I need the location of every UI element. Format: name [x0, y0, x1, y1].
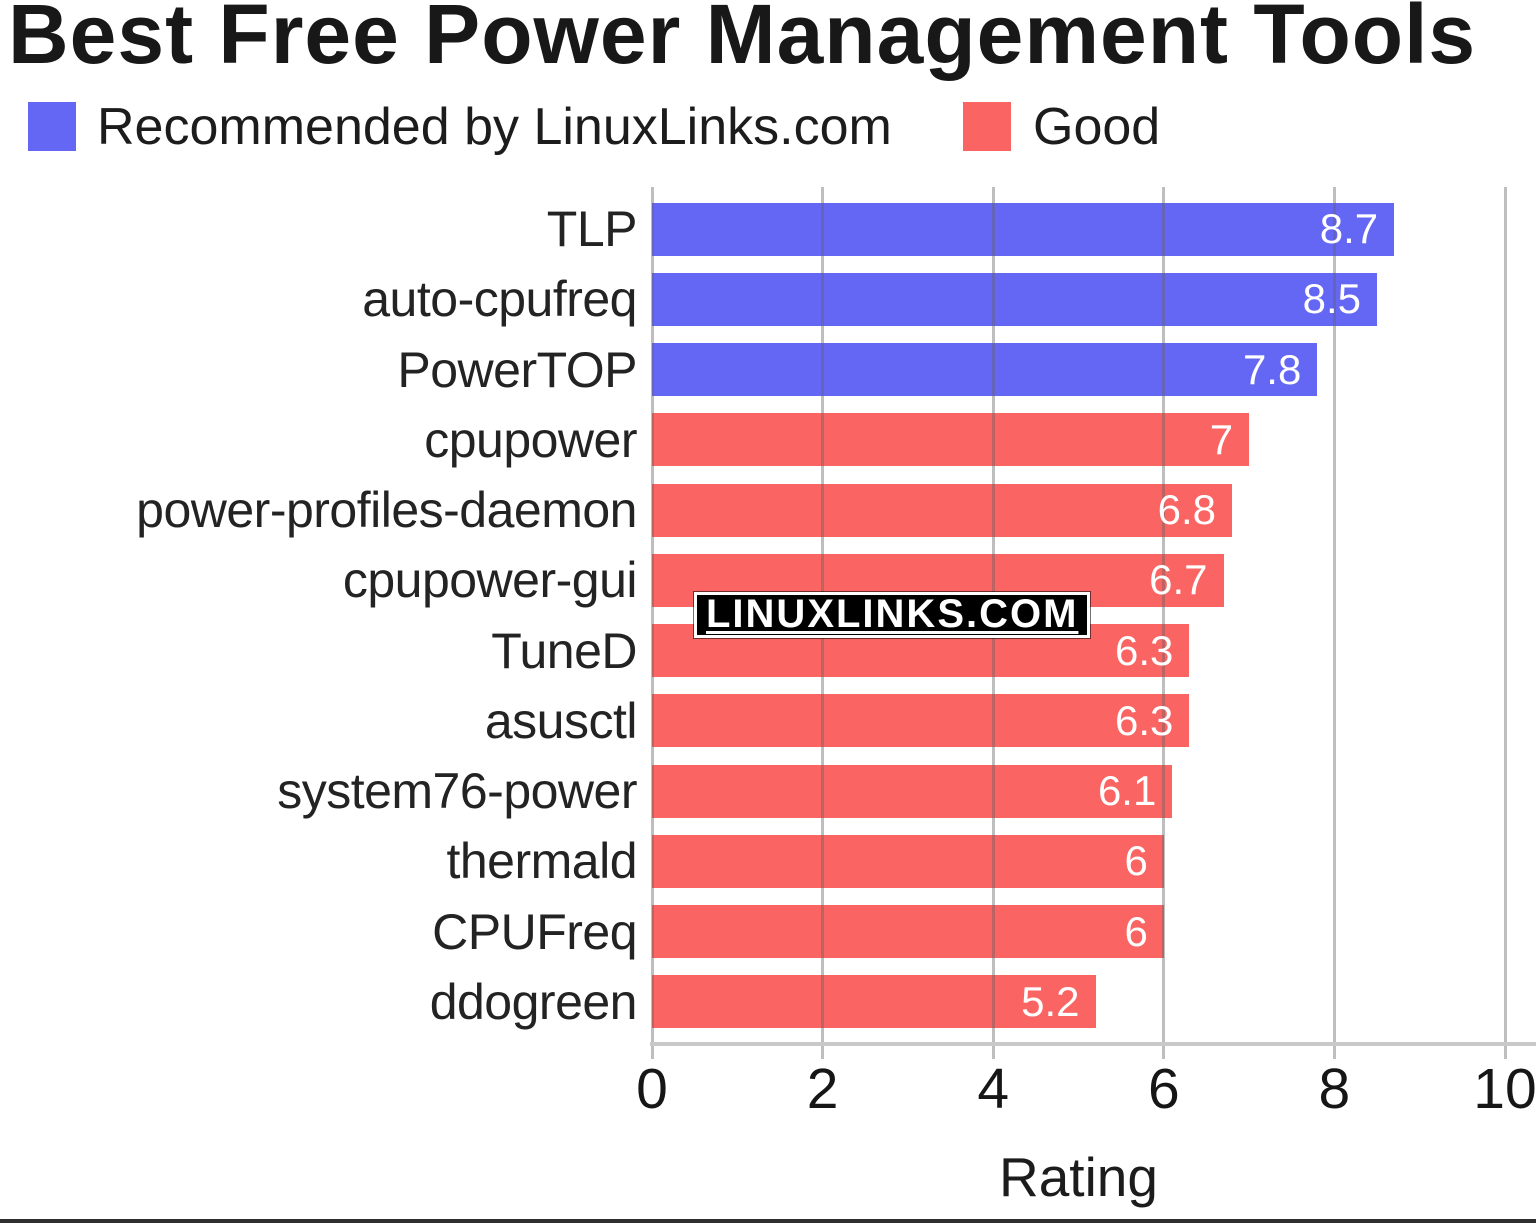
- bar-PowerTOP: 7.8: [652, 343, 1318, 397]
- bar-power-profiles-daemon: 6.8: [652, 483, 1233, 537]
- category-label: TuneD: [491, 622, 637, 679]
- bar-CPUFreq: 6: [652, 905, 1164, 959]
- category-label: ddogreen: [429, 973, 638, 1030]
- category-label: asusctl: [484, 692, 638, 749]
- category-label: thermald: [446, 833, 637, 890]
- x-axis-tick-labels: 0 2 4 6 8 10: [636, 1056, 1536, 1126]
- bar-value-label: 6.3: [1114, 696, 1174, 744]
- category-label: PowerTOP: [397, 341, 637, 398]
- x-axis-line: [650, 1042, 1536, 1046]
- x-tick-label: 4: [977, 1057, 1010, 1121]
- gridline: [1503, 187, 1507, 1059]
- category-label: auto-cpufreq: [362, 271, 637, 328]
- x-tick-label: 0: [636, 1057, 668, 1121]
- y-axis-category-labels: TLP auto-cpufreq PowerTOP cpupower power-pro…: [0, 194, 637, 1037]
- bar-value-label: 6.7: [1149, 556, 1208, 604]
- bar-value-label: 6.3: [1114, 626, 1174, 674]
- bar-value-label: 8.7: [1319, 205, 1379, 253]
- legend-label-recommended: Recommended by LinuxLinks.com: [97, 98, 892, 156]
- category-label: system76-power: [277, 763, 637, 820]
- legend-swatch-good: [963, 102, 1011, 151]
- watermark-linuxlinks: LINUXLINKS.COM: [694, 592, 1091, 638]
- x-tick-label: 2: [806, 1057, 839, 1121]
- bar-cpupower: 7: [652, 413, 1250, 467]
- x-tick-label: 8: [1318, 1057, 1351, 1121]
- bar-value-label: 5.2: [1021, 977, 1080, 1025]
- bar-auto-cpufreq: 8.5: [652, 272, 1378, 326]
- bar-value-label: 6: [1124, 837, 1148, 885]
- bar-asusctl: 6.3: [652, 694, 1190, 748]
- bar-value-label: 7: [1209, 415, 1234, 463]
- bottom-divider: [0, 1219, 1536, 1223]
- category-label: cpupower: [424, 411, 637, 468]
- bar-TLP: 8.7: [652, 202, 1395, 256]
- legend-label-good: Good: [1033, 98, 1161, 156]
- category-label: CPUFreq: [432, 903, 637, 960]
- category-label: cpupower-gui: [342, 552, 638, 609]
- bar-value-label: 6.1: [1097, 767, 1157, 815]
- bar-system76-power: 6.1: [652, 764, 1173, 818]
- bar-ddogreen: 5.2: [652, 975, 1096, 1029]
- bar-value-label: 6: [1124, 907, 1148, 955]
- gridline: [650, 187, 654, 1059]
- legend-swatch-recommended: [28, 102, 76, 151]
- gridline: [1162, 187, 1166, 1059]
- chart-title: Best Free Power Management Tools: [8, 0, 1477, 81]
- bar-value-label: 8.5: [1302, 275, 1362, 323]
- bar-value-label: 7.8: [1242, 345, 1302, 393]
- x-tick-label: 6: [1147, 1057, 1180, 1121]
- category-label: TLP: [546, 201, 638, 258]
- category-label: power-profiles-daemon: [136, 482, 637, 539]
- x-axis-title: Rating: [999, 1146, 1158, 1208]
- bar-thermald: 6: [652, 834, 1164, 888]
- gridline: [1332, 187, 1336, 1059]
- x-tick-label: 10: [1473, 1057, 1536, 1121]
- bar-value-label: 6.8: [1157, 486, 1217, 534]
